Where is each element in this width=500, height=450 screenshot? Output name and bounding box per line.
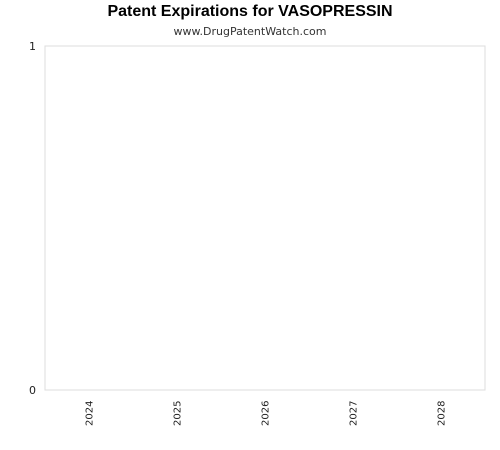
x-tick-label: 2028 bbox=[437, 401, 448, 426]
y-tick-label: 0 bbox=[29, 384, 36, 397]
chart-subtitle: www.DrugPatentWatch.com bbox=[173, 25, 327, 38]
x-tick-label: 2026 bbox=[261, 401, 272, 426]
y-tick-label: 1 bbox=[29, 40, 36, 53]
y-axis: 01 bbox=[29, 40, 36, 397]
x-tick-label: 2025 bbox=[173, 401, 184, 426]
x-tick-label: 2024 bbox=[85, 401, 96, 426]
plot-area bbox=[44, 45, 486, 391]
chart-title: Patent Expirations for VASOPRESSIN bbox=[107, 3, 393, 20]
x-axis: 2024 2025 2026 2027 2028 bbox=[85, 401, 448, 426]
x-tick-label: 2027 bbox=[349, 401, 360, 426]
